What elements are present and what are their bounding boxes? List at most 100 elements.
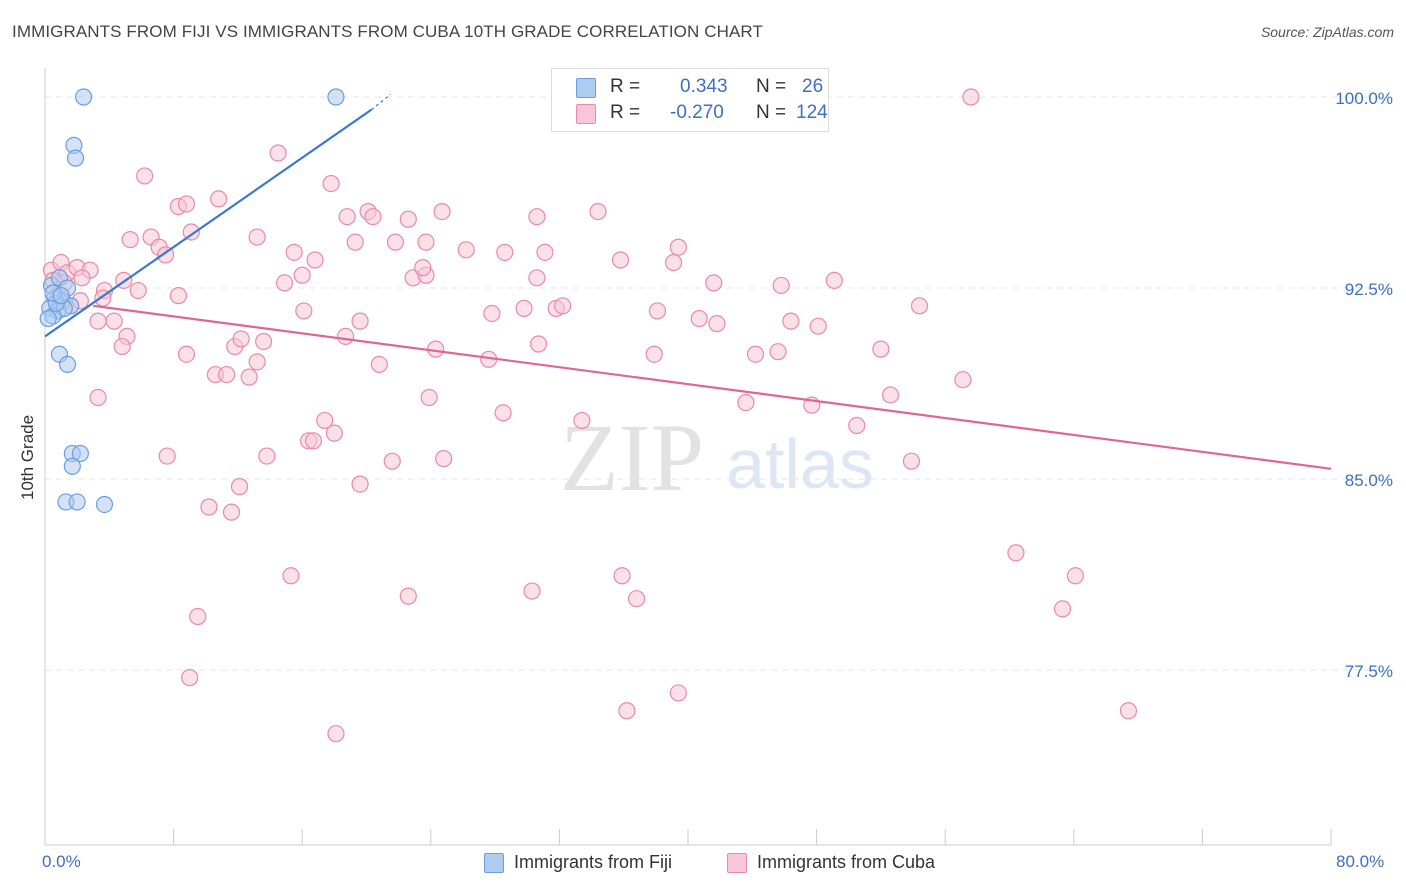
cuba-point [648,302,667,320]
cuba-point [364,208,382,226]
cuba-point [554,297,572,315]
cuba-points [42,88,1138,743]
cuba-point [258,447,276,465]
cuba-point [705,274,723,292]
cuba-point [200,498,218,516]
cuba-point [182,223,200,241]
cuba-point [809,317,827,335]
cuba-point [269,144,287,162]
cuba-point [113,337,131,356]
cuba-point [89,312,107,330]
cuba-trend-line [93,304,1332,470]
cuba-point [222,503,241,521]
cuba-point [370,355,388,373]
cuba-point [848,416,866,435]
cuba-point [417,233,435,251]
cuba-point [293,266,311,284]
cuba-point [496,243,514,261]
cuba-point [708,315,726,333]
fiji-legend-label: Immigrants from Fiji [514,852,673,872]
cuba-point [669,238,687,256]
cuba-point [782,312,800,330]
cuba-point [383,452,401,470]
fiji-point [58,355,77,373]
fiji-points [39,88,345,514]
cuba-point [954,371,972,389]
cuba-point [825,271,843,289]
cuba-point [232,330,250,348]
source-label: Source: ZipAtlas.com [1260,24,1394,40]
cuba-point [611,251,630,269]
cuba-swatch [576,104,596,124]
cuba-r-label: R = [610,102,641,123]
cuba-point [515,299,533,317]
fiji-point [52,287,70,305]
cuba-point [169,287,188,305]
chart-title: IMMIGRANTS FROM FIJI VS IMMIGRANTS FROM … [12,22,763,41]
fiji-point [66,149,85,167]
cuba-point [433,203,451,221]
y-tick-label: 100.0% [1335,89,1393,108]
cuba-point [399,210,417,228]
fiji-trend-line [44,108,372,338]
cuba-point [420,388,438,407]
y-tick-label: 77.5% [1345,662,1393,681]
cuba-point [536,243,554,261]
fiji-n-label: N = [756,76,787,97]
fiji-point [74,88,93,106]
watermark-atlas: atlas [726,425,874,503]
fiji-point [71,444,89,463]
cuba-point [589,203,607,221]
cuba-point [627,590,646,608]
fiji-trend-extension [370,93,391,111]
cuba-point [414,259,432,277]
cuba-point [910,297,929,315]
cuba-point [295,302,313,320]
cuba-point [618,702,636,720]
cuba-point [881,386,900,404]
cuba-legend-swatch [727,853,747,873]
y-tick-label: 85.0% [1345,471,1393,490]
cuba-point [189,607,207,626]
cuba-point [772,276,790,295]
cuba-point [306,251,324,269]
cuba-point [248,228,266,246]
cuba-point [337,327,355,345]
cuba-point [1007,544,1025,562]
cuba-r-value: -0.270 [670,102,724,123]
cuba-point [1066,567,1085,585]
cuba-point [316,411,334,430]
x-tick-label-max: 80.0% [1336,852,1385,871]
cuba-point [386,233,405,251]
cuba-point [737,394,755,412]
cuba-point [105,312,123,330]
fiji-point [39,309,57,328]
cuba-point [158,447,176,465]
cuba-point [210,190,228,208]
cuba-point [872,340,890,358]
cuba-point [129,281,147,300]
cuba-point [962,88,980,106]
cuba-point [248,353,266,371]
fiji-swatch [576,78,596,98]
cuba-point [351,475,369,493]
cuba-point [275,274,294,292]
watermark: ZIP atlas [560,404,874,511]
cuba-point [528,208,546,226]
cuba-point [89,388,107,407]
cuba-point [902,452,921,470]
cuba-point [435,450,453,468]
cuba-point [136,167,154,185]
cuba-point [573,411,591,430]
fiji-point [95,495,114,514]
cuba-point [322,174,340,193]
cuba-point [457,241,475,259]
fiji-point [63,457,81,475]
cuba-point [529,335,548,353]
cuba-point [346,233,364,251]
axes [44,68,1332,846]
fiji-r-value: 0.343 [680,76,728,97]
trend-lines [44,93,1332,470]
cuba-point [528,269,546,287]
